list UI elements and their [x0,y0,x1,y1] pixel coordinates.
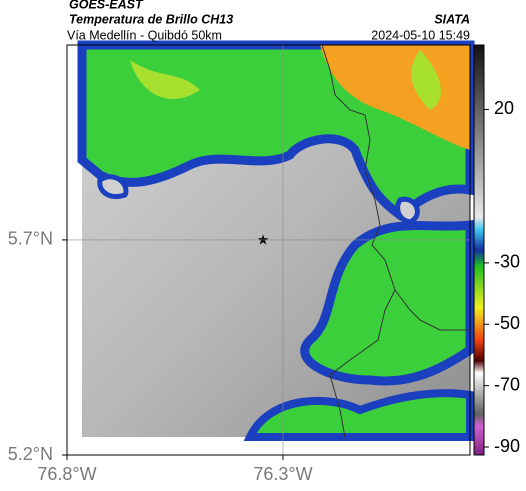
border-line [394,289,470,331]
x-tick-label: 76.8°W [37,464,96,484]
title: GOES-EAST [69,0,144,11]
region: Vía Medellín - Quibdó 50km [67,28,222,42]
colorbar-label: 20 [494,98,514,118]
colorbar-label: -30 [494,252,520,272]
warm-region-bottom [243,389,474,441]
cloud-patch [97,174,420,225]
colorbar-label: -50 [494,313,520,333]
y-tick-label: 5.2°N [8,444,53,464]
colorbar-label: -70 [494,374,520,394]
subtitle: Temperatura de Brillo CH13 [69,12,233,26]
x-tick-label: 76.3°W [253,464,312,484]
border-line [321,44,396,438]
colorbar [473,44,485,456]
warm-region-south [300,219,475,386]
colorbar-label: -90 [494,436,520,456]
timestamp: 2024-05-10 15:49 [371,28,470,42]
y-tick-label: 5.7°N [8,229,53,249]
map-frame [66,44,471,456]
brand: SIATA [434,12,470,26]
